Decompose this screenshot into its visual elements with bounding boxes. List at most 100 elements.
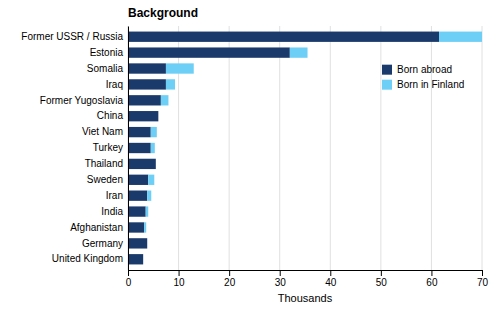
bar: [128, 238, 147, 248]
x-tick: 40: [325, 270, 337, 288]
bar: [128, 191, 147, 201]
y-tick: Thailand: [85, 158, 128, 169]
bar: [144, 222, 146, 232]
x-tick-mark: [229, 270, 230, 276]
x-tick: 70: [477, 270, 489, 288]
x-tick-label: 10: [174, 277, 186, 288]
legend-label: Born abroad: [397, 64, 452, 75]
bar: [147, 191, 151, 201]
y-tick-label: United Kingdom: [52, 253, 123, 264]
y-tick-label: Iraq: [106, 79, 123, 90]
y-tick-label: Sweden: [87, 174, 123, 185]
y-tick: Former Yugoslavia: [40, 95, 128, 106]
grid-line: [380, 26, 381, 270]
y-tick-label: Viet Nam: [82, 126, 123, 137]
bar: [128, 79, 166, 89]
bar: [128, 143, 151, 153]
bar: [128, 47, 290, 57]
x-tick-label: 50: [376, 277, 388, 288]
bar: [143, 254, 144, 264]
x-axis: 0 10 20 30 40 50 60 70: [126, 270, 489, 288]
x-tick-label: 70: [477, 277, 489, 288]
bar: [290, 47, 308, 57]
legend-item: Born abroad: [382, 64, 452, 75]
grid-line: [279, 26, 280, 270]
bar: [128, 254, 143, 264]
grid-line: [229, 26, 230, 270]
x-tick: 30: [275, 270, 287, 288]
x-tick: 50: [376, 270, 388, 288]
bar: [128, 159, 156, 169]
grid-line: [128, 26, 129, 270]
y-tick-label: Turkey: [93, 142, 123, 153]
bar: [128, 32, 439, 42]
y-tick-label: Somalia: [87, 63, 124, 74]
y-axis: United Kingdom Germany Afghanistan India Ira…: [21, 27, 128, 271]
grid-line: [482, 26, 483, 270]
grid-line: [330, 26, 331, 270]
title: Background: [128, 6, 198, 20]
y-tick: Turkey: [93, 142, 128, 153]
grid: [128, 26, 482, 270]
y-tick: Iraq: [106, 79, 128, 90]
x-tick-mark: [330, 270, 331, 276]
legend-label: Born in Finland: [397, 79, 464, 90]
bar: [148, 175, 154, 185]
bars: [128, 32, 482, 265]
x-tick-mark: [280, 270, 281, 276]
bar: [439, 32, 482, 42]
plot: 0 10 20 30 40 50 60 70 United Kingdom Germany Afgh…: [21, 26, 488, 288]
y-tick-label: Estonia: [90, 47, 124, 58]
x-tick-label: 40: [325, 277, 337, 288]
x-tick-label: 60: [426, 277, 438, 288]
y-tick-label: Former Yugoslavia: [40, 95, 124, 106]
bar: [151, 127, 157, 137]
y-tick: Iran: [106, 190, 128, 201]
bar: [128, 95, 161, 105]
y-tick-label: India: [101, 206, 123, 217]
x-tick: 60: [426, 270, 438, 288]
grid-line: [178, 26, 179, 270]
y-tick-label: Germany: [82, 238, 123, 249]
y-tick-label: Afghanistan: [70, 222, 123, 233]
y-tick-label: Iran: [106, 190, 123, 201]
series: [144, 32, 482, 233]
bar: [147, 238, 148, 248]
bar: [146, 206, 149, 216]
bar: [128, 222, 144, 232]
y-tick: United Kingdom: [52, 253, 128, 264]
x-tick: 10: [174, 270, 186, 288]
y-tick: Germany: [82, 238, 128, 249]
bar: [166, 79, 175, 89]
bar: [166, 63, 194, 73]
x-tick-label: 0: [126, 277, 132, 288]
x-tick-label: 20: [224, 277, 236, 288]
bar: [151, 143, 155, 153]
y-tick: Estonia: [90, 47, 128, 58]
y-tick: China: [97, 110, 128, 121]
y-axis-line: [128, 27, 129, 271]
y-tick: Viet Nam: [82, 126, 128, 137]
x-tick: 20: [224, 270, 236, 288]
y-tick: India: [101, 206, 128, 217]
x-axis-line: [129, 271, 483, 277]
y-tick: Somalia: [87, 63, 128, 74]
legend-swatch: [382, 65, 392, 75]
y-tick-label: China: [97, 110, 124, 121]
grid-line: [431, 26, 432, 270]
bar: [158, 111, 159, 121]
x-tick-mark: [128, 270, 129, 276]
chart: 0 10 20 30 40 50 60 70 United Kingdom Germany Afgh…: [0, 0, 498, 310]
bar: [128, 175, 148, 185]
y-tick: Sweden: [87, 174, 128, 185]
legend: Born abroad Born in Finland: [382, 64, 464, 90]
y-tick: Former USSR / Russia: [21, 31, 128, 42]
bar: [128, 63, 166, 73]
bar: [161, 95, 169, 105]
y-tick-label: Thailand: [85, 158, 123, 169]
bar: [128, 206, 146, 216]
bar: [155, 159, 156, 169]
x-axis-title: Thousands: [278, 292, 333, 304]
legend-swatch: [382, 80, 392, 90]
y-tick: Afghanistan: [70, 222, 128, 233]
